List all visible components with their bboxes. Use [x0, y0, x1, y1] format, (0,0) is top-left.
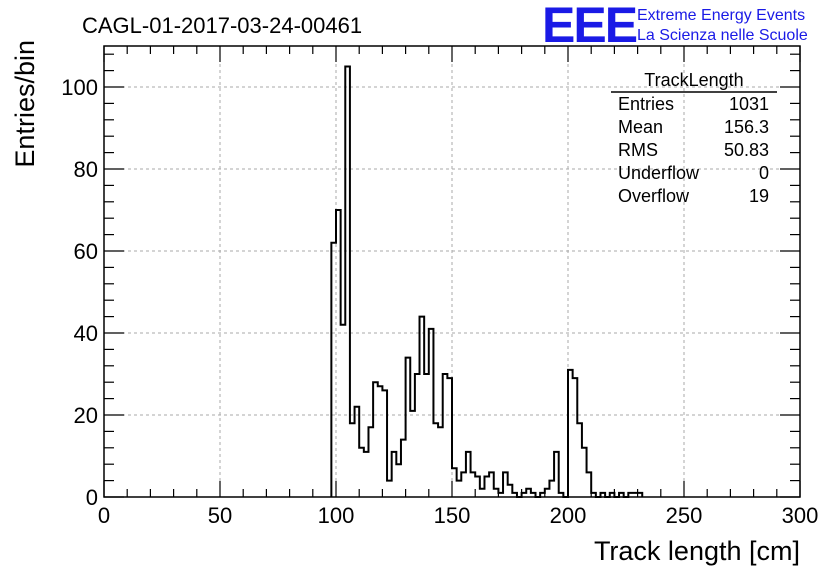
y-tick-label: 0: [86, 485, 98, 510]
x-tick-label: 150: [434, 503, 471, 528]
stats-row-value: 19: [749, 186, 769, 206]
x-tick-label: 250: [666, 503, 703, 528]
stats-row-label: Underflow: [618, 163, 700, 183]
y-tick-label: 40: [74, 321, 98, 346]
x-axis-title: Track length [cm]: [594, 536, 800, 566]
logo-line-1: Extreme Energy Events: [637, 7, 805, 24]
logo-line-2: La Scienza nelle Scuole: [637, 27, 808, 44]
eee-logo: EEE Extreme Energy Events La Scienza nel…: [542, 0, 808, 53]
y-axis-ticks: 0 20 40 60 80 100: [61, 53, 800, 510]
stats-row-value: 1031: [729, 94, 769, 114]
stats-row-value: 50.83: [724, 140, 769, 160]
stats-row-label: Entries: [618, 94, 674, 114]
stats-box: TrackLength Entries 1031 Mean 156.3 RMS 50.83…: [611, 70, 777, 206]
y-axis-title: Entries/bin: [10, 40, 40, 168]
chart-title: CAGL-01-2017-03-24-00461: [82, 13, 362, 38]
x-tick-label: 100: [318, 503, 355, 528]
eee-logo-mark: EEE: [542, 0, 637, 53]
stats-rows: Entries 1031 Mean 156.3 RMS 50.83 Underflow 0 Ov…: [618, 94, 769, 206]
stats-row-value: 156.3: [724, 117, 769, 137]
x-tick-label: 50: [208, 503, 232, 528]
stats-row-label: Mean: [618, 117, 663, 137]
histogram-outline: [330, 65, 644, 498]
y-tick-label: 80: [74, 157, 98, 182]
x-tick-label: 0: [98, 503, 110, 528]
x-tick-label: 300: [782, 503, 819, 528]
y-tick-label: 20: [74, 403, 98, 428]
stats-row-label: RMS: [618, 140, 658, 160]
x-axis-ticks: 0 50 100 150 200 250 300: [98, 46, 818, 528]
y-tick-label: 100: [61, 75, 98, 100]
stats-row-label: Overflow: [618, 186, 690, 206]
y-tick-label: 60: [74, 239, 98, 264]
x-tick-label: 200: [550, 503, 587, 528]
stats-row-value: 0: [759, 163, 769, 183]
stats-box-name: TrackLength: [644, 70, 743, 90]
